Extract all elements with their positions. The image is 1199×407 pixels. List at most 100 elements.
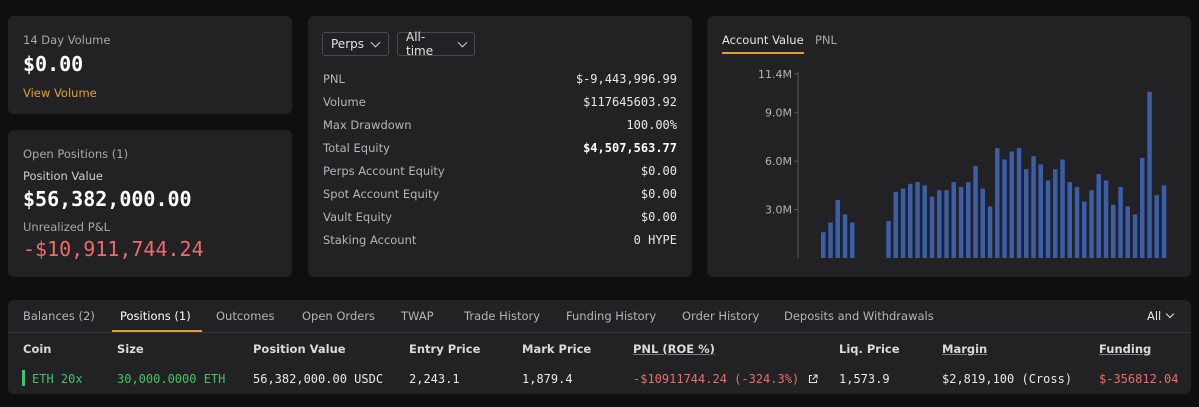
chart-bar[interactable] <box>1118 187 1123 258</box>
chart-bar[interactable] <box>1031 156 1036 258</box>
chart-bar[interactable] <box>908 183 913 258</box>
chart-bar[interactable] <box>850 222 855 259</box>
chart-bar[interactable] <box>915 182 920 258</box>
chart-bar[interactable] <box>1038 164 1044 258</box>
chart-bar[interactable] <box>1067 182 1073 258</box>
chart-bar[interactable] <box>1016 148 1022 258</box>
table-row-coin[interactable]: ETH 20x <box>32 372 83 386</box>
tab-outcomes[interactable]: Outcomes <box>216 309 275 323</box>
tab-positions[interactable]: Positions (1) <box>120 309 191 323</box>
chart-bar[interactable] <box>1074 187 1080 258</box>
stat-row-pnl: PNL $-9,443,996.99 <box>323 72 677 86</box>
y-tick-label: 3.0M <box>765 204 792 217</box>
open-positions-card: Open Positions (1) Position Value $56,38… <box>8 130 292 277</box>
chart-bar[interactable] <box>893 191 899 258</box>
chart-bar[interactable] <box>1002 159 1007 259</box>
table-cell-entry-price: 2,243.1 <box>409 372 460 386</box>
chart-bar[interactable] <box>1060 159 1065 259</box>
chart-bar[interactable] <box>886 220 891 258</box>
market-type-value: Perps <box>331 37 364 51</box>
pnl-value: -$10911744.24 (-324.3%) <box>633 372 800 386</box>
account-value-chart: 3.0M 6.0M 9.0M 11.4M <box>758 68 1167 259</box>
time-range-select[interactable]: All-time <box>397 30 475 58</box>
volume-card: 14 Day Volume $0.00 View Volume <box>8 16 292 114</box>
tab-open-orders[interactable]: Open Orders <box>302 309 376 323</box>
stat-row-volume: Volume $117645603.92 <box>323 95 677 109</box>
column-header-margin[interactable]: Margin <box>942 342 988 356</box>
view-volume-link[interactable]: View Volume <box>23 86 97 100</box>
table-cell-liq-price: 1,573.9 <box>839 372 890 386</box>
chart-bar[interactable] <box>937 190 942 258</box>
table-cell-pnl[interactable]: -$10911744.24 (-324.3%) <box>633 372 818 386</box>
account-value-chart-card: 3.0M 6.0M 9.0M 11.4M Account Value PNL <box>707 16 1191 277</box>
chart-bar[interactable] <box>1082 201 1087 259</box>
tab-order-history[interactable]: Order History <box>682 309 760 323</box>
chevron-down-icon <box>370 37 381 47</box>
chart-bar[interactable] <box>828 222 833 259</box>
tab-twap[interactable]: TWAP <box>401 309 434 323</box>
open-positions-title: Open Positions (1) <box>23 147 129 161</box>
chart-bar[interactable] <box>951 182 957 258</box>
column-header-position-value[interactable]: Position Value <box>253 342 346 356</box>
chart-bar[interactable] <box>929 196 935 258</box>
position-value: $56,382,000.00 <box>23 187 192 211</box>
chart-bar[interactable] <box>1132 214 1138 258</box>
chart-bar[interactable] <box>1053 169 1058 258</box>
chart-bar[interactable] <box>1154 195 1160 258</box>
column-header-coin[interactable]: Coin <box>23 342 52 356</box>
tab-funding-history[interactable]: Funding History <box>566 309 657 323</box>
column-header-size[interactable]: Size <box>117 342 144 356</box>
chart-bar[interactable] <box>835 199 841 258</box>
chart-bar[interactable] <box>1147 91 1152 258</box>
stat-label: Volume <box>323 95 366 109</box>
chart-bar[interactable] <box>966 182 971 258</box>
chart-bar[interactable] <box>1161 185 1167 258</box>
chart-bar[interactable] <box>1045 180 1051 259</box>
stat-row-staking: Staking Account 0 HYPE <box>323 233 677 247</box>
coin-symbol: ETH <box>32 372 54 386</box>
stat-label: Total Equity <box>323 141 390 155</box>
stat-row-vault-equity: Vault Equity $0.00 <box>323 210 677 224</box>
chart-bar[interactable] <box>958 187 964 258</box>
stat-value: 0 HYPE <box>633 233 677 247</box>
filter-value: All <box>1147 309 1162 323</box>
filter-select[interactable]: All <box>1147 309 1175 323</box>
tab-trade-history[interactable]: Trade History <box>464 309 541 323</box>
tab-deposits-withdrawals[interactable]: Deposits and Withdrawals <box>784 309 934 323</box>
chart-bar[interactable] <box>1140 157 1145 258</box>
positions-panel: Balances (2) Positions (1) Outcomes Open… <box>8 300 1191 394</box>
chart-bar[interactable] <box>922 185 928 258</box>
tab-balances[interactable]: Balances (2) <box>23 309 95 323</box>
chart-bar[interactable] <box>900 188 906 258</box>
stat-label: Spot Account Equity <box>323 187 440 201</box>
chart-bar[interactable] <box>944 190 949 258</box>
column-header-mark-price[interactable]: Mark Price <box>522 342 592 356</box>
column-header-liq-price[interactable]: Liq. Price <box>839 342 900 356</box>
chart-bar[interactable] <box>842 214 848 258</box>
y-tick-label: 11.4M <box>758 68 792 81</box>
chart-bar[interactable] <box>980 188 986 258</box>
account-stats-card: Perps All-time PNL $-9,443,996.99 Volume… <box>308 16 692 277</box>
chart-bar[interactable] <box>1024 169 1029 258</box>
tab-account-value[interactable]: Account Value <box>722 33 804 54</box>
market-type-select[interactable]: Perps <box>322 32 389 56</box>
chart-bar[interactable] <box>1089 190 1094 258</box>
chart-bar[interactable] <box>973 166 978 258</box>
column-header-entry-price[interactable]: Entry Price <box>409 342 481 356</box>
chart-bar[interactable] <box>1009 151 1015 259</box>
y-tick-label: 9.0M <box>765 107 792 120</box>
chevron-down-icon <box>1166 309 1175 319</box>
chart-bar[interactable] <box>821 232 826 258</box>
column-header-funding[interactable]: Funding <box>1099 342 1152 356</box>
chart-bar[interactable] <box>1103 180 1109 259</box>
chart-bar[interactable] <box>1096 174 1102 258</box>
chart-bar[interactable] <box>987 206 993 258</box>
column-header-pnl[interactable]: PNL (ROE %) <box>633 342 715 356</box>
external-link-icon[interactable] <box>808 374 818 384</box>
volume-value: $0.00 <box>23 52 84 76</box>
chart-bar[interactable] <box>1125 206 1131 258</box>
chart-bar[interactable] <box>1111 204 1116 258</box>
tab-pnl[interactable]: PNL <box>815 33 837 47</box>
chart-bar[interactable] <box>995 148 1000 258</box>
time-range-value: All-time <box>406 30 434 58</box>
